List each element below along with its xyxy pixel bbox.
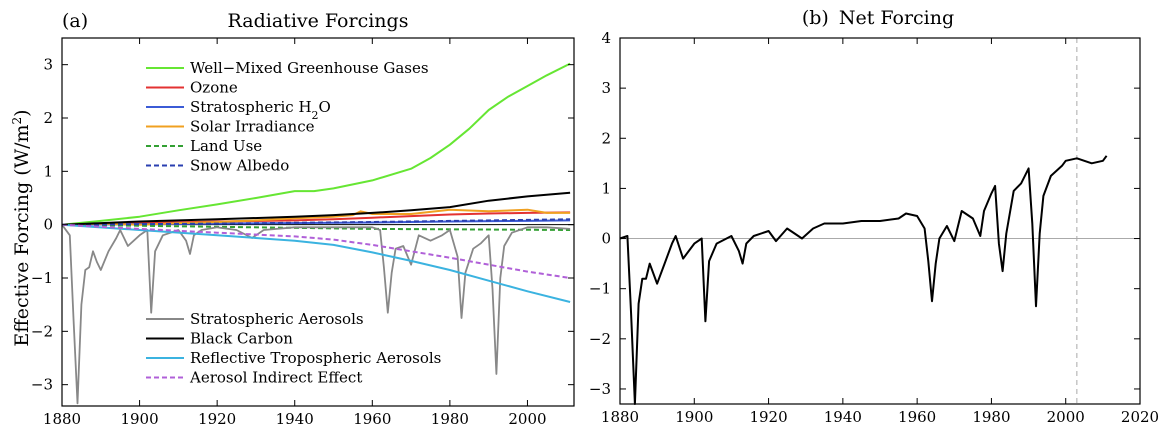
legend-label-snow-albedo: Snow Albedo	[190, 157, 289, 175]
x-tick-label-a: 1920	[198, 410, 236, 428]
x-tick-label-b: 1880	[601, 408, 639, 426]
y-axis-label: Effective Forcing (W/m2)	[10, 109, 33, 346]
x-tick-label-a: 1980	[431, 410, 469, 428]
y-tick-label-a: −3	[31, 376, 53, 394]
legend-label-solar-irradiance: Solar Irradiance	[190, 118, 315, 136]
panel-a-title: Radiative Forcings	[228, 10, 409, 32]
y-tick-label-a: −1	[31, 269, 53, 287]
legend-label-well-mixed-greenhouse-gases: Well−Mixed Greenhouse Gases	[190, 59, 429, 77]
x-tick-label-b: 1920	[749, 408, 787, 426]
series-a-well-mixed-greenhouse-gases	[61, 62, 571, 226]
legend-label-land-use: Land Use	[190, 137, 262, 155]
series-group-b	[619, 155, 1108, 405]
plot-frame-a	[61, 37, 575, 407]
panel-b-title-text: Net Forcing	[839, 7, 954, 29]
y-tick-label-a: 1	[43, 162, 53, 180]
y-tick-label-b: −3	[589, 380, 611, 398]
y-tick-label-b: 0	[601, 230, 611, 248]
x-tick-label-b: 2020	[1121, 408, 1159, 426]
y-tick-label-a: 3	[43, 56, 53, 74]
x-tick-label-b: 1960	[898, 408, 936, 426]
ticks-b: 1880 1900 1920 1940 1960 1980 2000 2020 −3 −2 −1 0 1…	[589, 29, 1159, 426]
x-tick-label-b: 1940	[824, 408, 862, 426]
series-a-aerosol-indirect-effect	[61, 223, 571, 279]
panel-b-label: (b)	[802, 7, 829, 29]
y-tick-label-b: 3	[601, 79, 611, 97]
x-tick-label-a: 1880	[43, 410, 81, 428]
x-tick-label-a: 1900	[120, 410, 158, 428]
series-a-snow-albedo	[61, 218, 571, 226]
y-tick-label-b: 2	[601, 129, 611, 147]
y-tick-label-b: 1	[601, 179, 611, 197]
y-axis-label-end: )	[11, 109, 33, 116]
panel-b-title: (b) Net Forcing	[802, 7, 954, 29]
legend-label-reflective-tropospheric-aerosols: Reflective Tropospheric Aerosols	[190, 349, 441, 367]
series-b-net	[619, 155, 1108, 405]
y-tick-label-b: 4	[601, 29, 611, 47]
plot-frame-b	[619, 37, 1141, 405]
x-tick-label-a: 2000	[508, 410, 546, 428]
series-a-solar-irradiance	[61, 208, 571, 226]
legend-a: Well−Mixed Greenhouse GasesOzoneStratosp…	[146, 59, 441, 387]
panel-a-label: (a)	[62, 10, 88, 32]
series-a-stratospheric-aerosols	[61, 224, 571, 405]
series-a-reflective-tropospheric-aerosols	[61, 223, 571, 303]
y-tick-label-a: −2	[31, 322, 53, 340]
y-axis-label-sup: 2	[10, 117, 24, 125]
x-tick-label-a: 1940	[276, 410, 314, 428]
y-tick-label-a: 2	[43, 109, 53, 127]
y-tick-label-b: −1	[589, 280, 611, 298]
x-tick-label-b: 1900	[675, 408, 713, 426]
y-tick-label-b: −2	[589, 330, 611, 348]
panel-b: (b) Net Forcing 1880 1900 1920 1940 1960 1980 2…	[589, 7, 1159, 426]
series-a-black-carbon	[61, 191, 571, 226]
y-tick-label-a: 0	[43, 216, 53, 234]
legend-label-black-carbon: Black Carbon	[190, 330, 293, 348]
legend-label-aerosol-indirect-effect: Aerosol Indirect Effect	[189, 369, 362, 387]
x-tick-label-b: 1980	[972, 408, 1010, 426]
x-tick-label-a: 1960	[353, 410, 391, 428]
legend-label-ozone: Ozone	[190, 79, 238, 97]
panel-a: (a) Radiative Forcings Effective Forcing…	[10, 10, 575, 428]
x-tick-label-b: 2000	[1047, 408, 1085, 426]
legend-label-stratospheric-h2o: Stratospheric H2O	[190, 98, 331, 122]
y-axis-label-main: Effective Forcing (W/m	[11, 124, 33, 346]
legend-label-stratospheric-aerosols: Stratospheric Aerosols	[190, 310, 364, 328]
series-group-a	[61, 62, 571, 405]
ticks-a: 1880 1900 1920 1940 1960 1980 2000 −3 −2 −1 0 1 2 3	[31, 38, 574, 428]
